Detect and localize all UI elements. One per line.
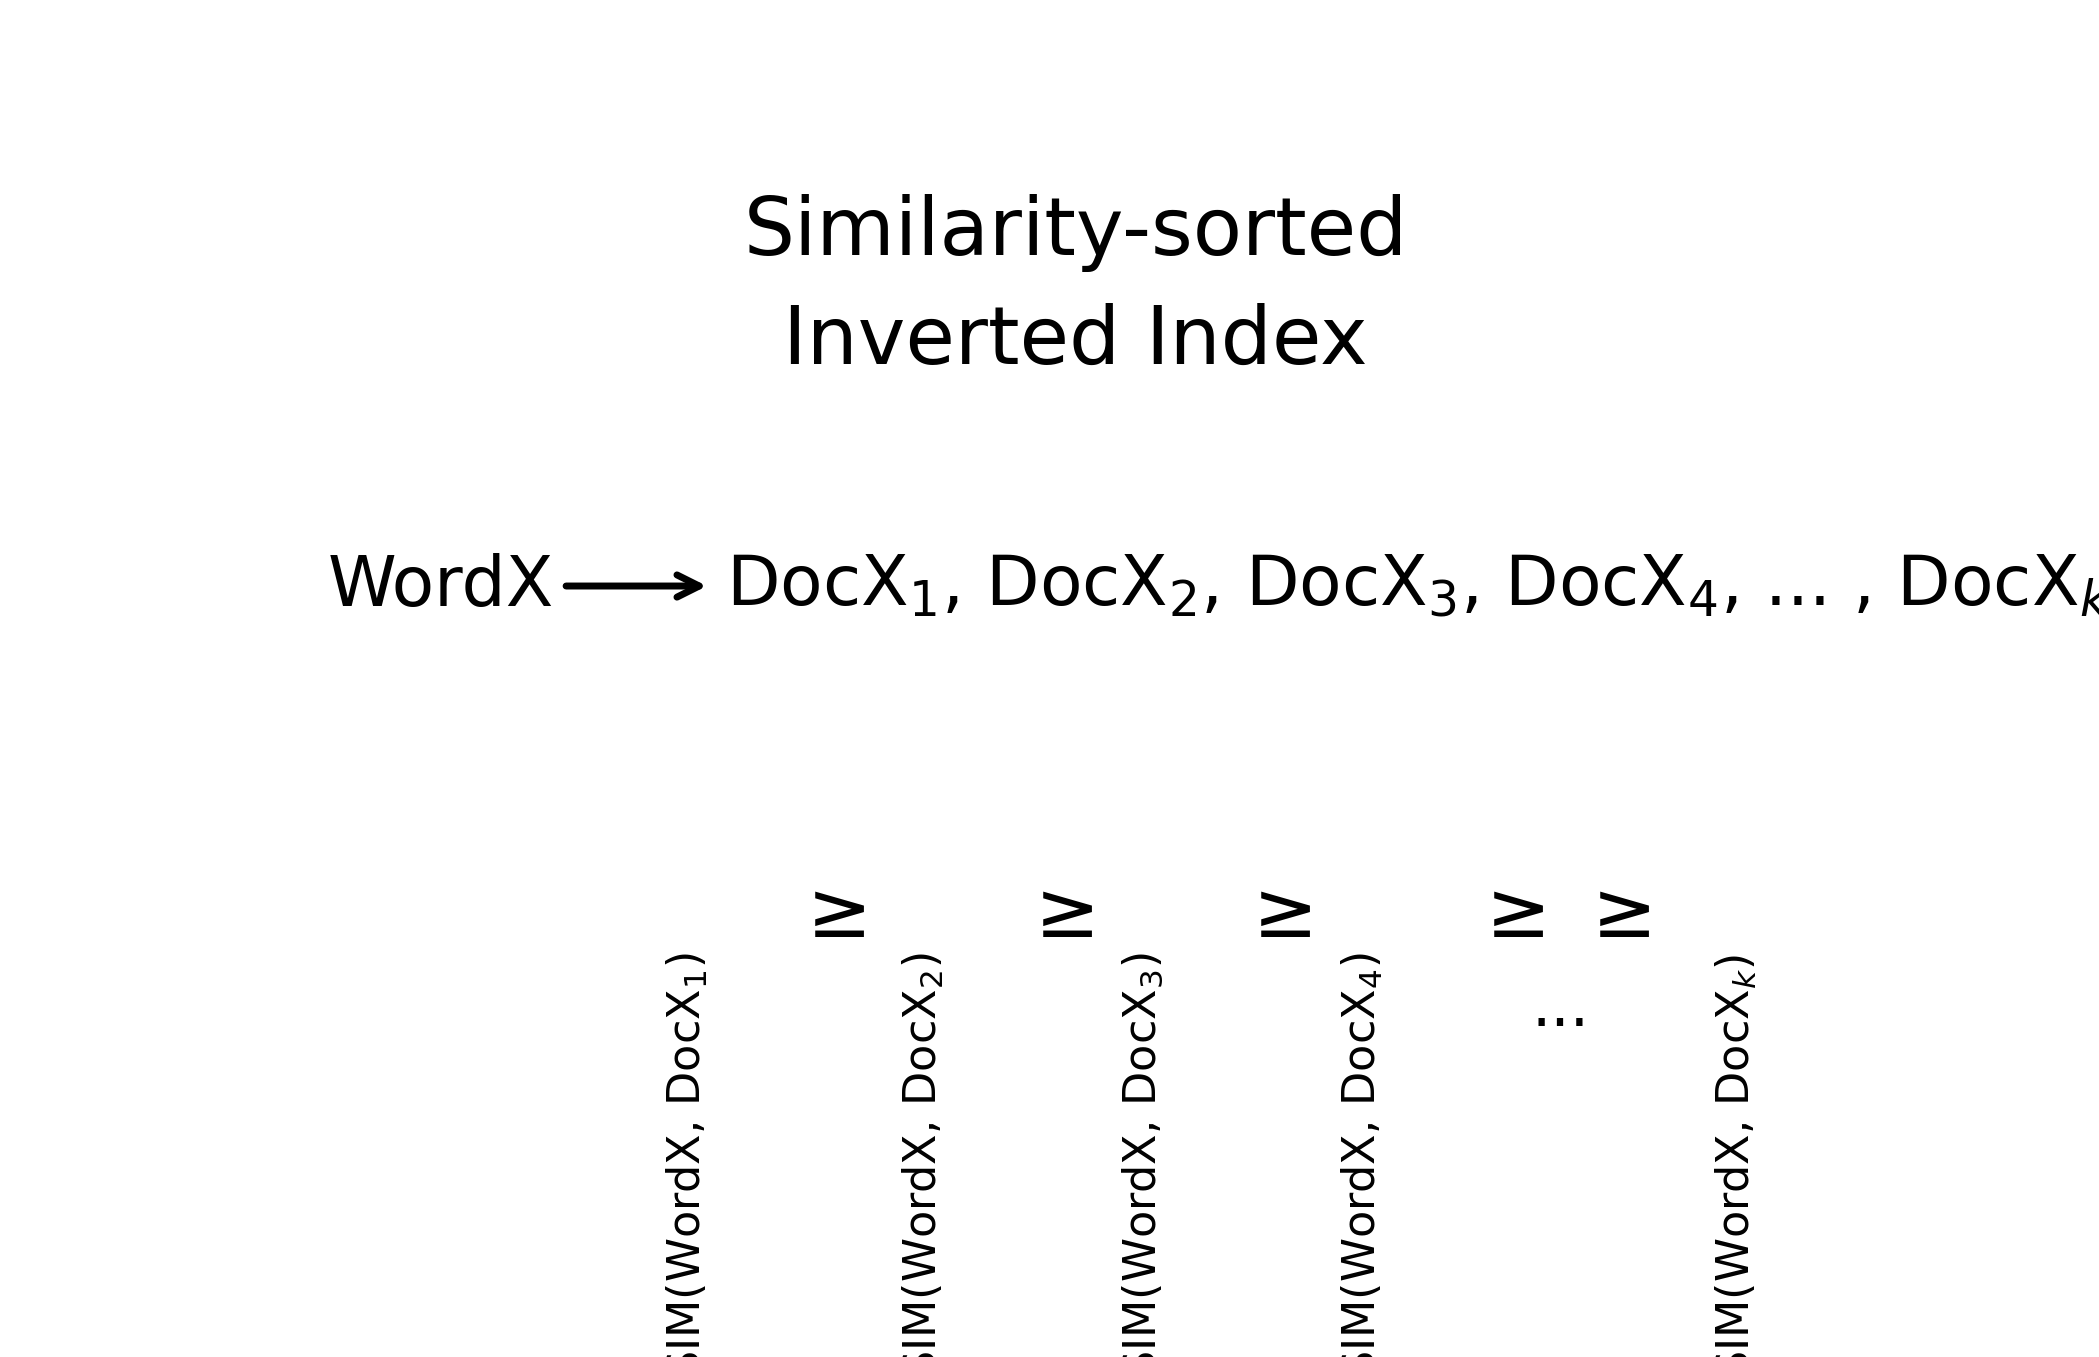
- Text: $\geq$: $\geq$: [791, 877, 865, 953]
- Text: $\geq$: $\geq$: [1469, 877, 1545, 953]
- Text: SIM(WordX, DocX$_1$): SIM(WordX, DocX$_1$): [665, 953, 709, 1357]
- Text: SIM(WordX, DocX$_2$): SIM(WordX, DocX$_2$): [900, 953, 945, 1357]
- Text: $\geq$: $\geq$: [1576, 877, 1650, 953]
- Text: $\geq$: $\geq$: [1020, 877, 1094, 953]
- Text: WordX: WordX: [327, 552, 554, 620]
- Text: Similarity-sorted
Inverted Index: Similarity-sorted Inverted Index: [743, 194, 1408, 381]
- Text: $\geq$: $\geq$: [1236, 877, 1312, 953]
- Text: ...: ...: [1532, 980, 1589, 1038]
- Text: SIM(WordX, DocX$_4$): SIM(WordX, DocX$_4$): [1339, 953, 1385, 1357]
- Text: DocX$_1$, DocX$_2$, DocX$_3$, DocX$_4$, ... , DocX$_k$: DocX$_1$, DocX$_2$, DocX$_3$, DocX$_4$, …: [726, 552, 2099, 620]
- Text: SIM(WordX, DocX$_3$): SIM(WordX, DocX$_3$): [1121, 953, 1165, 1357]
- Text: SIM(WordX, DocX$_k$): SIM(WordX, DocX$_k$): [1713, 954, 1759, 1357]
